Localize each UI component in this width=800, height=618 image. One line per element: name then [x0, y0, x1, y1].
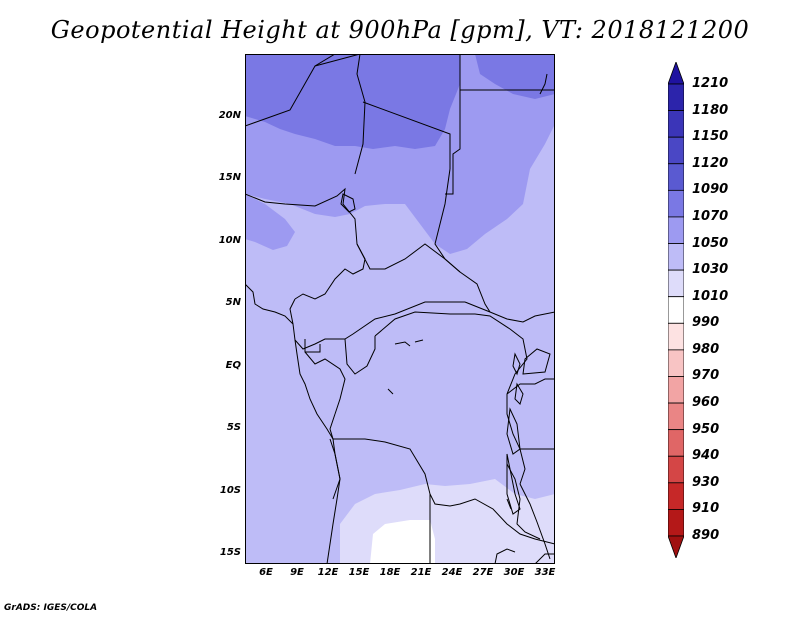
lon-label: 12E — [317, 567, 339, 578]
colorbar-label: 890 — [692, 528, 720, 543]
field-1070-1090 — [245, 54, 460, 149]
field-990-1010 — [370, 520, 435, 564]
lon-label: 6E — [259, 567, 273, 578]
colorbar-segment — [668, 455, 684, 484]
map-title: Geopotential Height at 900hPa [gpm], VT:… — [50, 16, 750, 44]
colorbar-segment — [668, 269, 684, 298]
lat-label: 5S — [226, 422, 241, 433]
colorbar-segment — [668, 110, 684, 138]
field-1070-1090-ne — [475, 54, 555, 99]
colorbar-label: 940 — [692, 448, 720, 464]
colorbar-label: 950 — [692, 421, 720, 437]
colorbar-top-arrow — [668, 62, 684, 85]
lon-label: 9E — [290, 567, 304, 578]
colorbar — [668, 62, 684, 558]
colorbar-label: 1150 — [692, 129, 729, 145]
colorbar-segment — [668, 216, 684, 244]
colorbar-label: 960 — [692, 395, 720, 411]
lat-label: 15S — [219, 547, 241, 558]
lon-label: 24E — [441, 567, 463, 578]
colorbar-label: 1120 — [692, 155, 729, 171]
colorbar-label: 1030 — [692, 262, 729, 278]
lon-label: 18E — [379, 567, 401, 578]
field-1050-1070-west — [245, 194, 295, 250]
colorbar-label: 1210 — [692, 76, 729, 91]
lat-label: 15N — [218, 172, 241, 183]
country-borders — [245, 54, 555, 564]
colorbar-bottom-arrow — [668, 535, 684, 558]
lon-label: 33E — [534, 567, 556, 578]
lat-label: 5N — [225, 297, 241, 308]
colorbar-label: 1050 — [692, 235, 729, 251]
colorbar-segment — [668, 376, 684, 404]
colorbar-label: 1090 — [692, 182, 729, 198]
colorbar-segment — [668, 402, 684, 431]
colorbar-label: 980 — [692, 341, 720, 357]
colorbar-label: 1070 — [692, 208, 729, 224]
colorbar-segment — [668, 243, 684, 271]
lat-label: 20N — [218, 110, 241, 121]
footer-credit: GrADS: IGES/COLA — [4, 603, 98, 613]
colorbar-segment — [668, 83, 684, 111]
colorbar-label: 1010 — [692, 288, 729, 304]
colorbar-label: 990 — [692, 315, 720, 331]
colorbar-label: 1180 — [692, 102, 729, 118]
colorbar-segment — [668, 482, 684, 510]
colorbar-segment — [668, 322, 684, 351]
colorbar-label: 930 — [692, 474, 720, 490]
colorbar-segment — [668, 136, 684, 165]
lon-label: 30E — [503, 567, 525, 578]
colorbar-segment — [668, 296, 684, 324]
colorbar-segment — [668, 189, 684, 218]
colorbar-label: 970 — [692, 368, 720, 384]
map-plot — [245, 54, 555, 564]
lat-label: 10S — [219, 485, 241, 496]
colorbar-segment — [668, 349, 684, 377]
colorbar-segment — [668, 429, 684, 457]
map-frame — [245, 54, 555, 564]
colorbar-segment — [668, 509, 684, 537]
lat-label: 10N — [218, 235, 241, 246]
colorbar-segment — [668, 163, 684, 191]
lat-label: EQ — [225, 360, 241, 371]
lon-label: 27E — [472, 567, 494, 578]
lon-label: 15E — [348, 567, 370, 578]
lon-label: 21E — [410, 567, 432, 578]
colorbar-label: 910 — [692, 501, 720, 517]
